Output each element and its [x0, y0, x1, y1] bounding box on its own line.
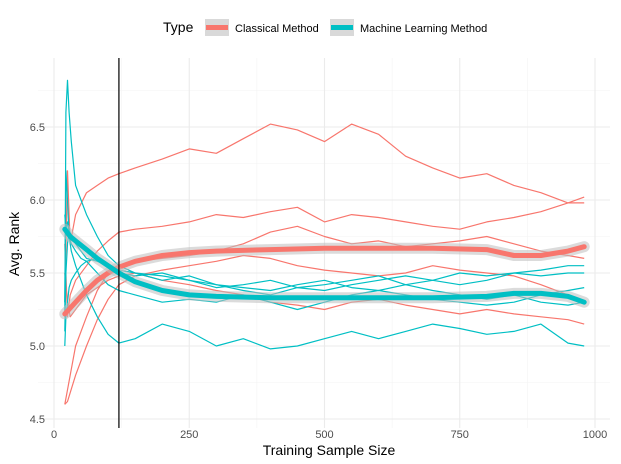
- series-line: [64, 123, 585, 303]
- series-line: [64, 170, 585, 350]
- smooth-lines: [59, 223, 590, 320]
- grid: [38, 58, 610, 428]
- legend-label: Machine Learning Method: [360, 23, 487, 35]
- plot-area: [38, 58, 610, 428]
- smooth-line: [62, 226, 587, 305]
- series-line: [64, 214, 585, 311]
- y-tick-label: 5.0: [30, 341, 45, 353]
- y-axis-ticks: 4.5 5.0 5.5 6.0 6.5: [30, 122, 45, 426]
- x-tick-label: 1000: [583, 429, 607, 441]
- y-tick-label: 6.0: [30, 195, 45, 207]
- x-axis-title: Training Sample Size: [263, 442, 396, 458]
- x-axis-ticks: 0 250 500 750 1000: [51, 429, 607, 441]
- legend-label: Classical Method: [235, 23, 319, 35]
- x-tick-label: 500: [315, 429, 333, 441]
- y-tick-label: 5.5: [30, 268, 45, 280]
- y-tick-label: 4.5: [30, 414, 45, 426]
- x-tick-label: 750: [451, 429, 469, 441]
- y-tick-label: 6.5: [30, 122, 45, 134]
- y-axis-title: Avg. Rank: [6, 211, 22, 276]
- legend-entries: Classical Method Machine Learning Method: [205, 19, 487, 36]
- series-line: [64, 254, 585, 405]
- series-line: [64, 225, 585, 405]
- x-tick-label: 250: [180, 429, 198, 441]
- legend-title: Type: [163, 19, 194, 35]
- smooth-line: [62, 244, 587, 317]
- x-tick-label: 0: [51, 429, 57, 441]
- legend: Type Classical Method Machine Learning Me…: [163, 19, 487, 36]
